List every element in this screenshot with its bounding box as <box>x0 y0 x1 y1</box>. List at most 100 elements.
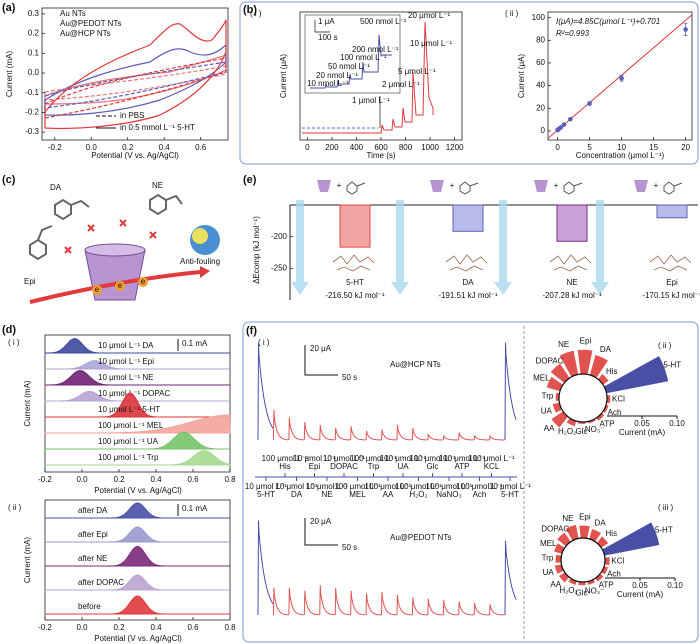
sequence-label: His <box>279 462 291 471</box>
sequence-label: 10 μmol L⁻¹ <box>306 482 349 491</box>
y-tick-label: 100 <box>532 13 546 22</box>
annotation: 200 nmol L⁻¹ <box>352 45 399 54</box>
category-label: 5-HT <box>663 361 681 370</box>
category-label: Ach <box>607 570 621 579</box>
x-tick-label: 0.0 <box>76 623 88 632</box>
x-tick-label: 600 <box>374 143 388 152</box>
trace-title: Au@HCP NTs <box>390 360 441 369</box>
trace-label: before <box>78 602 101 611</box>
diagram-label: Epi <box>24 277 36 286</box>
cv-curve <box>44 19 227 130</box>
sub-label: ( ii ) <box>658 341 672 350</box>
molecule-cluster <box>649 254 692 272</box>
plus-sign: + <box>337 181 342 190</box>
legend-entry: in 0.5 mmol L⁻¹ 5-HT <box>120 123 195 132</box>
sequence-label: Ach <box>473 490 487 499</box>
sub-label: ( i ) <box>8 338 20 347</box>
value-label: -170.15 kJ mol⁻¹ <box>642 291 700 300</box>
trace-label: 10 μmol L⁻¹ DOPAC <box>98 389 170 398</box>
x-tick-label: -0.2 <box>38 623 52 632</box>
current-spike <box>272 587 289 616</box>
current-spike <box>411 597 428 616</box>
scale-bar <box>314 20 330 33</box>
electron <box>92 285 102 295</box>
diagram-label: DA <box>50 183 62 192</box>
x-tick-label: 200 <box>325 143 339 152</box>
panel-label: (f) <box>246 325 257 337</box>
legend-entry: in PBS <box>120 111 144 120</box>
sequence-label: 10 μmol L⁻¹ <box>323 454 366 463</box>
category-label: NE <box>566 278 577 287</box>
current-spike <box>504 540 517 616</box>
category-label: 5-HT <box>655 526 673 535</box>
y-tick-label: 0.1 <box>28 48 40 57</box>
current-spike <box>458 601 474 616</box>
equation: I(μA)=4.85C(μmol L⁻¹)+0.701 <box>556 17 660 26</box>
annotation: 500 nmol L⁻¹ <box>360 17 407 26</box>
annotation: 100 nmol L⁻¹ <box>340 53 387 62</box>
x-tick-label: -0.2 <box>48 143 62 152</box>
current-spike <box>288 587 304 616</box>
category-label: NO₃⁻ <box>585 425 604 434</box>
x-tick-label: 0.05 <box>632 581 648 590</box>
panel-frame <box>242 321 699 643</box>
category-label: 5-HT <box>346 278 364 287</box>
category-label: DOPAC <box>536 357 564 366</box>
peak-trace <box>45 431 231 450</box>
x-axis-label: Potential (V vs. Ag/AgCl) <box>94 486 182 495</box>
scale-label: 20 μA <box>310 517 332 526</box>
peak-trace <box>45 546 230 567</box>
axis-frame <box>547 11 693 141</box>
sequence-label: DA <box>291 490 303 499</box>
peak-trace <box>44 338 230 354</box>
x-tick-label: 10 <box>617 143 626 152</box>
trace-label: after Epi <box>78 530 108 539</box>
category-label: DA <box>462 278 474 287</box>
cup-icon <box>430 180 444 192</box>
current-spike <box>473 602 490 616</box>
panel-frame <box>239 1 699 165</box>
peak-trace <box>45 526 230 543</box>
cup-icon <box>534 180 548 192</box>
y-tick-label: -0.2 <box>25 108 39 117</box>
x-tick-label: 0.4 <box>150 475 162 484</box>
arrow <box>391 200 409 295</box>
y-axis-label: Current (mA) <box>23 380 32 427</box>
bar <box>656 204 688 219</box>
arrow <box>494 200 512 295</box>
x-tick-label: 1000 <box>421 143 439 152</box>
y-tick-label: 0.3 <box>28 9 40 18</box>
data-point <box>683 27 688 32</box>
y-tick-label: -200 <box>271 232 288 241</box>
panel-label: (c) <box>2 174 16 186</box>
sequence-label: H₂O₂ <box>409 490 427 499</box>
molecule <box>29 193 183 261</box>
cv-curve <box>44 65 227 101</box>
diagram-label: NE <box>152 181 163 190</box>
y-tick-label: 0 <box>541 126 546 135</box>
sub-label: ( i ) <box>250 9 262 18</box>
cv-curves <box>44 19 227 130</box>
current-spike <box>458 432 474 441</box>
current-spike <box>272 409 289 441</box>
y-tick-label: 20 <box>536 103 545 112</box>
peak-trace <box>45 574 230 591</box>
category-label: Glc <box>576 589 588 598</box>
value-label: -207.28 kJ mol⁻¹ <box>542 291 602 300</box>
schematic <box>29 193 220 304</box>
molecule-icon <box>459 181 479 195</box>
polar-bar <box>601 521 660 557</box>
sequence-label: KCL <box>484 462 500 471</box>
data-point <box>558 125 564 130</box>
category-label: AA <box>550 580 561 589</box>
y-tick-label: 0.0 <box>28 68 40 77</box>
x-tick-label: 0.0 <box>76 475 88 484</box>
peak-trace <box>45 360 230 370</box>
current-spike <box>257 342 274 441</box>
trace-label: 10 μmol L⁻¹ NE <box>98 373 154 382</box>
y-tick-label: 0.2 <box>28 29 40 38</box>
x-tick-label: 0.8 <box>224 623 236 632</box>
x-axis-label: Concentration (μmol L⁻¹) <box>576 151 665 160</box>
x-tick-label: 0.2 <box>113 475 125 484</box>
category-label: H₂O₂ <box>559 586 577 595</box>
